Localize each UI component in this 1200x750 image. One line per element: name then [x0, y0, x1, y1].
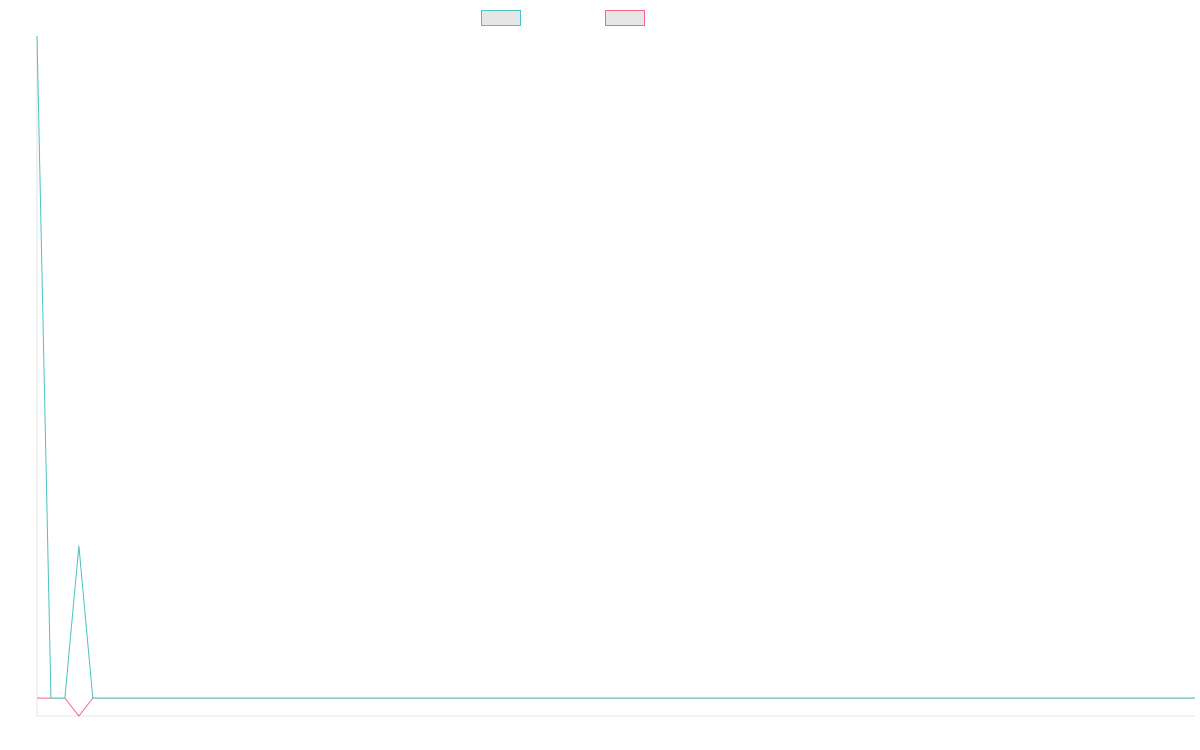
legend-swatch-series-2 — [605, 10, 645, 26]
series-1-line — [36, 35, 1195, 699]
legend-swatch-series-1 — [481, 10, 521, 26]
series-2-line — [37, 697, 1195, 717]
